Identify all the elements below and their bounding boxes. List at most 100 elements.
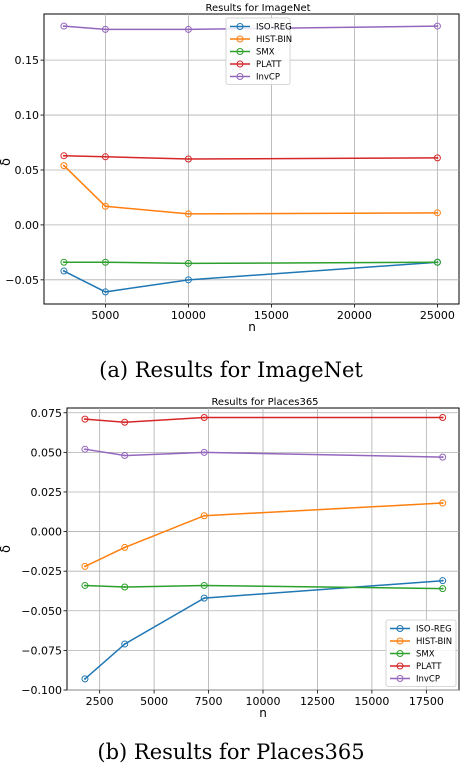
- imagenet-x-tick-label: 15000: [254, 309, 289, 322]
- places365-platt-point: [439, 414, 447, 422]
- places365-legend-marker-iso-reg: [396, 625, 404, 632]
- imagenet-legend-label-smx: SMX: [256, 48, 275, 58]
- places365-invcp-point: [200, 448, 208, 456]
- places365-platt-point-dot: [83, 418, 86, 421]
- places365-x-tick-label: 5000: [140, 695, 168, 708]
- imagenet-hist-bin-point: [60, 162, 68, 170]
- places365-x-tick-label: 7500: [195, 695, 223, 708]
- imagenet-iso-reg-point-dot: [187, 278, 190, 281]
- places365-platt-point-dot: [123, 421, 126, 424]
- imagenet-smx-point: [60, 258, 68, 266]
- places365-y-tick-label: −0.025: [21, 565, 62, 578]
- places365-iso-reg-point-dot: [83, 677, 86, 680]
- imagenet-invcp-point-dot: [104, 28, 107, 31]
- imagenet-legend-label-iso-reg: ISO-REG: [256, 23, 292, 33]
- imagenet-smx-point: [184, 259, 192, 267]
- imagenet-iso-reg-point-dot: [104, 290, 107, 293]
- places365-invcp-point-dot: [441, 456, 444, 459]
- places365-caption: (b) Results for Places365: [97, 740, 365, 764]
- places365-hist-bin-point-dot: [123, 546, 126, 549]
- imagenet-chart-title: Results for ImageNet: [205, 3, 310, 14]
- places365-legend-marker-invcp: [396, 675, 404, 682]
- imagenet-y-tick-label: 0.00: [15, 219, 40, 232]
- places365-x-ticks: 2500 5000 7500 10000 12500 15000 17500: [86, 690, 444, 708]
- imagenet-hist-bin-point: [184, 210, 192, 218]
- places365-legend-marker-smx: [396, 650, 404, 657]
- imagenet-hist-bin-line: [63, 165, 438, 215]
- places365-smx-point-dot: [123, 586, 126, 589]
- imagenet-invcp-point: [184, 25, 192, 33]
- imagenet-y-tick-label: 0.10: [15, 109, 40, 122]
- places365-x-tick-label: 10000: [246, 695, 281, 708]
- places365-hist-bin-line: [84, 502, 443, 568]
- places365-invcp-point-dot: [203, 451, 206, 454]
- places365-legend-box: [385, 619, 457, 687]
- imagenet-iso-reg-point: [60, 267, 68, 275]
- places365-y-tick-label: 0.075: [31, 407, 63, 420]
- places365-series: [81, 414, 447, 683]
- imagenet-x-tick-label: 10000: [171, 309, 206, 322]
- imagenet-legend-marker-hist-bin: [236, 35, 244, 43]
- places365-iso-reg-line: [84, 579, 443, 680]
- imagenet-legend-marker-smx: [236, 48, 244, 55]
- places365-iso-reg-point: [439, 577, 447, 585]
- imagenet-y-tick-label: −0.05: [5, 274, 39, 287]
- places365-platt-point: [200, 414, 208, 422]
- imagenet-platt-point: [433, 154, 441, 162]
- imagenet-smx-point-dot: [436, 261, 439, 264]
- imagenet-hist-bin-point: [101, 202, 109, 210]
- places365-x-tick-label: 2500: [86, 695, 114, 708]
- imagenet-hist-bin-point-dot: [436, 211, 439, 214]
- imagenet-x-tick-label: 5000: [91, 309, 119, 322]
- places365-x-tick-label: 12500: [300, 695, 335, 708]
- places365-hist-bin-point: [200, 512, 208, 520]
- places365-smx-point-dot: [83, 584, 86, 587]
- places365-platt-point: [81, 415, 89, 423]
- places365-iso-reg-point-dot: [203, 597, 206, 600]
- imagenet-invcp-point-dot: [436, 25, 439, 28]
- imagenet-legend-marker-invcp: [236, 73, 244, 80]
- imagenet-platt-point-dot: [62, 154, 65, 157]
- imagenet-iso-reg-point: [101, 288, 109, 296]
- places365-x-tick-label: 15000: [354, 695, 389, 708]
- places365-iso-reg-point: [81, 675, 89, 683]
- imagenet-y-tick-label: 0.05: [15, 164, 40, 177]
- imagenet-smx-line: [63, 261, 438, 265]
- imagenet-invcp-point: [101, 25, 109, 33]
- places365-legend-marker-platt: [396, 662, 404, 670]
- imagenet-x-ticks: 5000 10000 15000 20000 25000: [91, 304, 455, 322]
- places365-smx-point: [439, 585, 447, 593]
- imagenet-iso-reg-point: [184, 276, 192, 284]
- imagenet-invcp-point-dot: [62, 25, 65, 28]
- imagenet-hist-bin-point-dot: [187, 212, 190, 215]
- places365-y-tick-label: 0.000: [31, 526, 63, 539]
- imagenet-invcp-point: [433, 22, 441, 30]
- places365-iso-reg-point-dot: [123, 643, 126, 646]
- places365-invcp-point-dot: [83, 448, 86, 451]
- places365-platt-point-dot: [203, 416, 206, 419]
- imagenet-smx-point: [101, 258, 109, 266]
- imagenet-legend-label-hist-bin: HIST-BIN: [256, 35, 292, 45]
- imagenet-series: [60, 22, 441, 296]
- imagenet-legend-box: [225, 17, 291, 85]
- imagenet-legend-label-invcp: InvCP: [256, 73, 280, 83]
- imagenet-x-tick-label: 25000: [420, 309, 455, 322]
- places365-hist-bin-point-dot: [83, 565, 86, 568]
- places365-y-tick-label: −0.050: [21, 605, 62, 618]
- places365-invcp-point-dot: [123, 454, 126, 457]
- imagenet-chart: Results for ImageNet −0.05 0.00 0.05 0.10 0.…: [0, 3, 460, 334]
- imagenet-platt-point-dot: [187, 158, 190, 160]
- places365-y-axis-label: δ: [0, 545, 14, 553]
- imagenet-smx-point-dot: [104, 261, 107, 264]
- imagenet-hist-bin-point: [433, 209, 441, 217]
- places365-legend: ISO-REG HIST-BIN SMX PLATT InvCP: [385, 619, 457, 687]
- imagenet-legend-marker-platt: [236, 60, 244, 68]
- imagenet-platt-point-dot: [436, 156, 439, 159]
- places365-hist-bin-point-dot: [203, 514, 206, 517]
- imagenet-platt-line: [63, 154, 438, 160]
- places365-legend-label-smx: SMX: [416, 650, 435, 660]
- places365-y-tick-label: 0.025: [31, 486, 63, 499]
- places365-invcp-point: [121, 452, 129, 460]
- imagenet-hist-bin-point-dot: [104, 205, 107, 208]
- places365-hist-bin-point: [439, 499, 447, 507]
